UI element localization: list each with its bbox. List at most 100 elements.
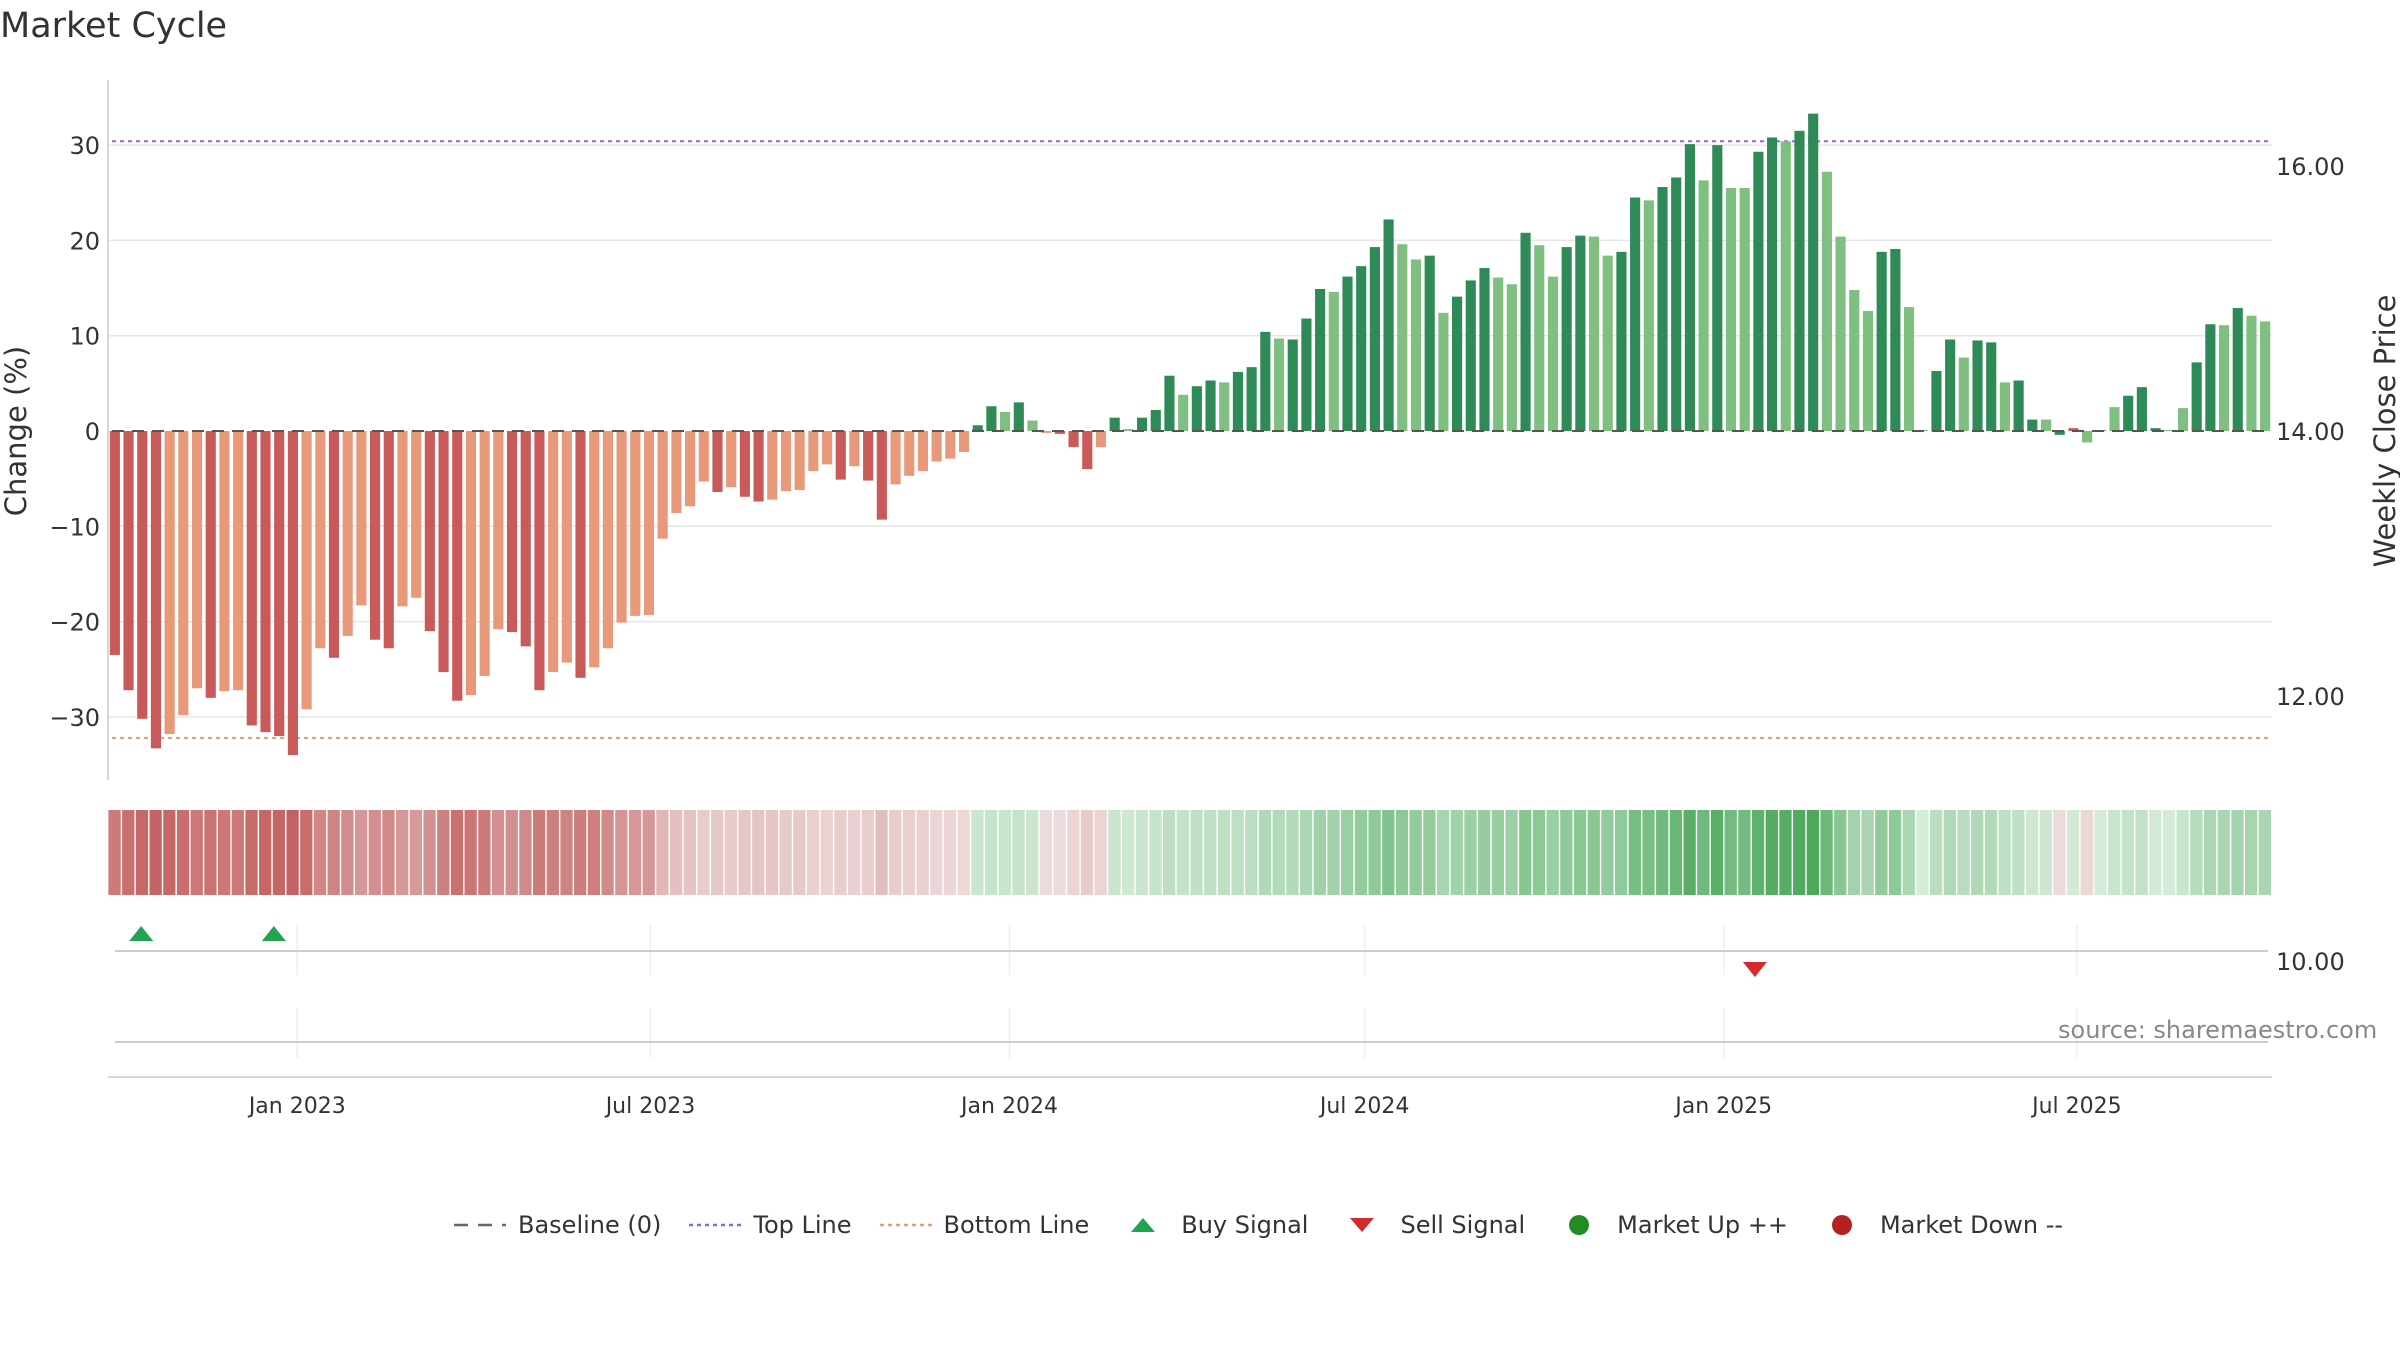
- legend-label: Sell Signal: [1400, 1211, 1526, 1239]
- bar: [1260, 331, 1271, 431]
- bar: [1657, 187, 1668, 431]
- legend-item: Buy Signal: [1113, 1210, 1308, 1240]
- bar: [2260, 321, 2271, 431]
- bar: [1849, 289, 1860, 431]
- bar: [602, 431, 613, 649]
- bar: [767, 431, 778, 500]
- heat-cell: [1683, 810, 1696, 895]
- x-axis: Jan 2023 Jul 2023 Jan 2024 Jul 2024 Jan 2025…: [108, 1076, 2272, 1119]
- bar: [1588, 236, 1600, 431]
- bar: [246, 431, 257, 726]
- legend-item: Sell Signal: [1332, 1210, 1525, 1240]
- x-tick-label: Jul 2025: [2030, 1094, 2122, 1119]
- heat-cell: [1751, 810, 1765, 895]
- bar: [137, 431, 148, 719]
- heat-cell: [341, 810, 354, 895]
- heat-cell: [1258, 810, 1272, 895]
- heat-cell: [1834, 810, 1847, 895]
- bar: [794, 431, 805, 491]
- bar: [1753, 151, 1764, 431]
- bar: [1767, 137, 1778, 431]
- x-tick-label: Jul 2023: [604, 1094, 696, 1119]
- bar: [2068, 428, 2079, 431]
- heat-cell: [1929, 810, 1943, 895]
- heat-cell: [1341, 810, 1354, 895]
- heat-cell: [669, 810, 683, 895]
- bar: [890, 431, 901, 485]
- bar: [1616, 251, 1627, 431]
- heat-cell: [1135, 810, 1148, 895]
- heat-cell: [587, 810, 601, 895]
- bar: [191, 431, 203, 689]
- bar: [575, 431, 586, 678]
- bar: [1493, 277, 1504, 431]
- heat-cell: [1436, 810, 1450, 895]
- bar: [493, 431, 504, 630]
- bar: [863, 431, 874, 481]
- bar: [2191, 362, 2202, 431]
- buy-signal-marker: [261, 926, 286, 941]
- bar: [1808, 113, 1819, 431]
- bar: [712, 431, 723, 492]
- bar: [1273, 338, 1285, 431]
- bar: [109, 431, 120, 655]
- heat-cell: [122, 810, 135, 895]
- bar: [506, 431, 518, 633]
- bar: [1136, 417, 1148, 431]
- bar: [1602, 255, 1613, 431]
- bar: [479, 431, 490, 676]
- heat-cell: [957, 810, 970, 895]
- bar: [1671, 177, 1682, 431]
- legend-label: Market Down --: [1879, 1211, 2064, 1239]
- bar: [1821, 171, 1832, 431]
- heat-cell: [532, 810, 546, 895]
- bar: [534, 431, 545, 691]
- bar: [1958, 357, 1969, 431]
- bar: [1027, 420, 1038, 431]
- bar: [2177, 408, 2189, 431]
- heat-cell: [875, 810, 888, 895]
- heat-cell: [409, 810, 423, 895]
- heat-cell: [149, 810, 162, 895]
- heat-cell: [1765, 810, 1778, 895]
- bar: [1903, 307, 1915, 431]
- heat-cell: [450, 810, 464, 895]
- x-tick-label: Jan 2023: [247, 1094, 346, 1119]
- bar: [424, 431, 435, 632]
- heat-cell: [368, 810, 381, 895]
- heat-cell: [683, 810, 696, 895]
- heat-cell: [1902, 810, 1915, 895]
- bar: [2136, 387, 2147, 431]
- bar: [671, 431, 682, 513]
- bar: [1054, 431, 1065, 434]
- heat-cell: [519, 810, 532, 895]
- heat-cell: [1053, 810, 1066, 895]
- bar: [739, 431, 750, 497]
- bar: [1246, 367, 1257, 431]
- legend-item: Market Up ++: [1549, 1210, 1788, 1240]
- heat-cell: [1368, 810, 1381, 895]
- heat-cell: [724, 810, 738, 895]
- bar: [548, 431, 559, 673]
- heat-cell: [2121, 810, 2135, 895]
- bar: [178, 431, 189, 715]
- bar: [2164, 430, 2175, 432]
- bar: [1410, 259, 1422, 431]
- bar: [643, 431, 655, 615]
- bar: [1739, 187, 1750, 431]
- bar: [753, 431, 764, 502]
- bar: [1068, 431, 1079, 448]
- bar: [958, 431, 970, 452]
- bar: [1315, 289, 1326, 431]
- heat-cell: [971, 810, 984, 895]
- heat-cell: [2245, 810, 2258, 895]
- heat-cell: [1820, 810, 1833, 895]
- x-tick-label: Jul 2024: [1318, 1094, 1410, 1119]
- bar: [726, 431, 737, 488]
- bar: [150, 431, 162, 749]
- bar: [438, 431, 449, 673]
- heat-cell: [1163, 810, 1176, 895]
- heat-cell: [2162, 810, 2176, 895]
- bar: [1397, 244, 1408, 431]
- heat-cell: [1464, 810, 1477, 895]
